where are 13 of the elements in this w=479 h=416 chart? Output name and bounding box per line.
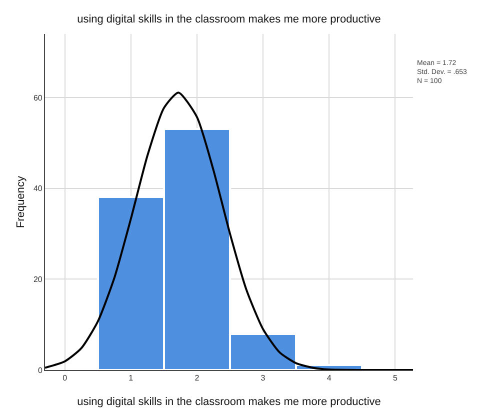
y-tick-label: 60 xyxy=(33,93,43,102)
x-tick-label: 4 xyxy=(326,374,332,383)
y-tick-label: 0 xyxy=(38,366,43,375)
chart-title: using digital skills in the classroom makes me more productive xyxy=(77,13,381,26)
x-axis-title: using digital skills in the classroom makes me more productive xyxy=(77,396,381,408)
x-tick-label: 0 xyxy=(62,374,68,383)
y-axis-title: Frequency xyxy=(15,176,28,228)
x-tick-label: 1 xyxy=(128,374,134,383)
x-tick-label: 5 xyxy=(392,374,398,383)
x-tick-label: 2 xyxy=(194,374,200,383)
y-tick-label: 20 xyxy=(33,274,43,284)
y-tick-label: 40 xyxy=(33,184,43,194)
x-tick-label: 3 xyxy=(260,374,266,383)
